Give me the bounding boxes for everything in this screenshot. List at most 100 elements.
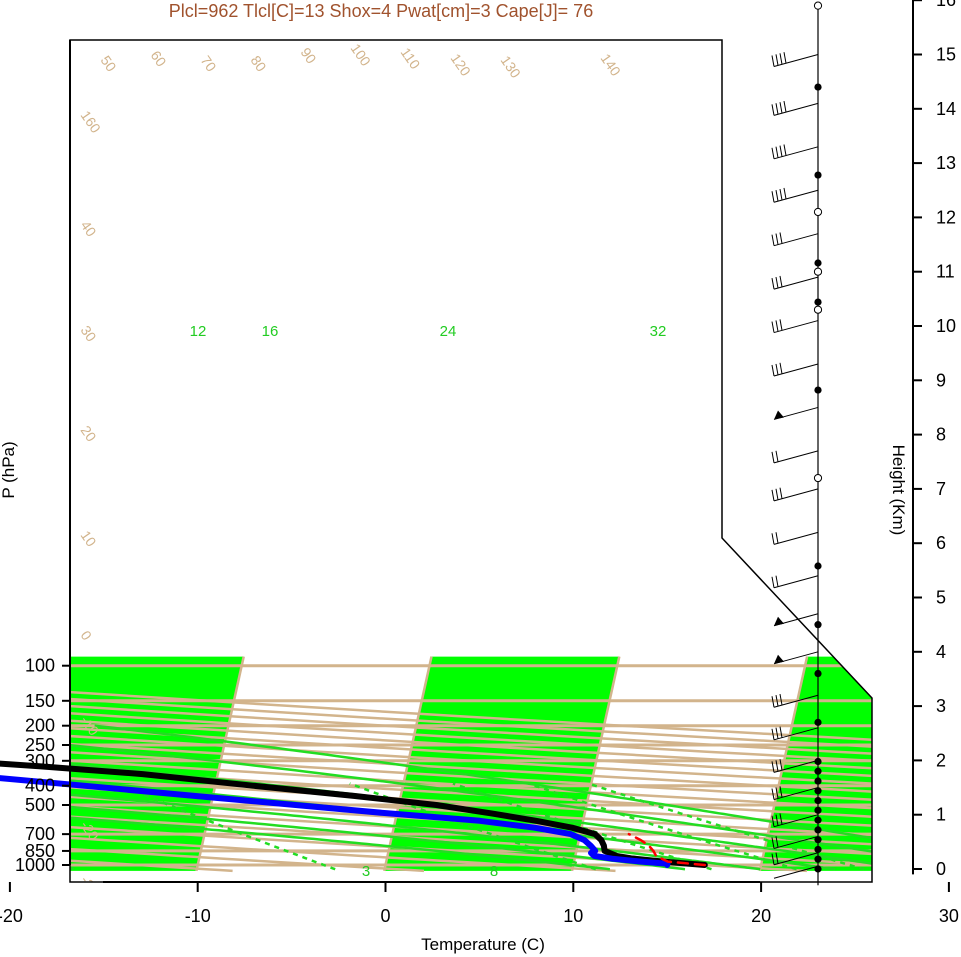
wind-barb-staff [773,488,819,502]
height-tick-label: 13 [936,153,956,173]
wind-barb-feather [771,761,775,773]
wind-barb-staff [773,102,819,116]
height-tick-label: 3 [936,696,946,716]
sounding-level-dot [814,826,822,834]
dry-adiabat-line [70,655,872,873]
dry-adiabat-line [70,655,872,873]
dry-adiabat-line [70,655,872,873]
dry-adiabat-line [70,655,872,873]
sounding-level-dot [814,777,822,785]
isotherm-label: 110 [398,45,424,73]
mixing-ratio-label: 32 [650,323,667,340]
wind-barb-feather [775,363,779,375]
mixing-ratio-line [588,782,865,871]
height-tick-label: 1 [936,805,946,825]
height-tick-label: 12 [936,207,956,227]
wind-barb-feather [775,575,779,587]
wind-barb-feather [779,53,783,65]
isotherm-label: 140 [598,51,625,79]
wind-barb-feather [771,364,775,377]
moist-adiabat-line [70,724,761,871]
wind-barb-feather [771,815,775,827]
isotherm-line [948,657,961,871]
sounding-level-open-dot [813,267,823,276]
height-tick-label: 16 [936,0,956,10]
wind-barb-column [771,1,823,886]
height-tick-label: 0 [936,859,946,879]
chart-title: Plcl=962 Tlcl[C]=13 Shox=4 Pwat[cm]=3 Ca… [169,1,593,21]
y-tick-label: 1000 [15,855,55,875]
height-tick-label: 6 [936,533,946,553]
mixing-ratio-label: 3 [362,863,370,880]
sounding-level-dot [814,787,822,795]
wind-barb-staff [773,189,819,203]
wind-barb-staff [773,54,819,67]
wind-barb-feather [779,813,783,825]
sounding-level-dot [814,796,822,805]
mixing-ratio-label: 16 [262,323,279,340]
sounding-level-dot [814,757,822,766]
wind-barb-feather [779,319,783,331]
height-axis-label: Height (Km) [889,445,908,536]
adiabat-label: 10 [729,338,751,360]
x-tick-label: 0 [380,906,390,926]
sounding-profiles [0,760,708,868]
moist-adiabat-line [70,724,686,871]
wind-barb-feather [775,787,779,799]
y-tick-label: 100 [25,656,55,676]
wind-barb-feather [775,146,779,158]
wind-barb-feather [775,450,779,462]
y-tick-label: 700 [25,824,55,844]
y-tick-label: 850 [25,841,55,861]
sounding-level-open-dot [813,473,823,483]
wind-barb-feather [771,321,775,333]
height-tick-label: 5 [936,588,946,608]
isotherm-label: 20 [78,423,100,445]
wind-barb-feather [771,576,775,588]
sounding-level-dot [814,845,822,854]
dry-adiabat-line [70,655,872,873]
wind-barb-feather [771,788,775,800]
sounding-level-open-dot [813,207,823,217]
x-tick-label: -10 [185,906,211,926]
wind-barb-feather [775,54,779,66]
wind-barb-feather [783,52,787,64]
wind-barb-staff [773,694,819,708]
dry-adiabat-line [70,655,872,873]
sounding-level-dot [814,562,822,570]
dry-adiabat-line [70,655,872,873]
mixing-ratio-label: 8 [490,863,498,880]
sounding-level-dot [814,259,822,267]
dry-adiabat-line [70,655,425,873]
isotherm-label: -30 [78,873,103,899]
wind-barb-staff [773,787,819,801]
wind-barb-feather [779,275,783,288]
plot-frame [69,39,873,883]
dry-adiabat-line [70,655,616,873]
height-tick-label: 11 [936,262,955,282]
wind-barb-feather [775,488,779,500]
wind-barb-feather [779,487,783,499]
moist-adiabat-line [94,724,872,871]
wind-barb-feather [779,232,783,244]
mixing-ratio-line [116,782,336,871]
wind-barb-feather [771,104,775,116]
sounding-level-dot [814,171,822,179]
mixing-ratio-line [528,782,797,871]
sounding-level-dot [814,855,822,863]
sounding-level-dot [814,621,822,629]
y-tick-label: 300 [25,751,55,771]
wind-barb-pennant [774,616,784,626]
wind-barb-feather [775,852,779,864]
wind-barb-feather [771,234,775,246]
temperature-axis: -30-20-10010203040 [0,881,959,926]
wind-barb-staff [773,146,819,160]
wind-barb-feather [779,145,783,157]
wind-barb-feather [771,55,775,67]
wind-barb-feather [779,693,783,706]
sounding-level-dot [814,83,822,91]
isotherm-label: 150 [728,65,755,93]
wind-barb-feather [771,696,775,708]
y-tick-label: 150 [25,691,55,711]
